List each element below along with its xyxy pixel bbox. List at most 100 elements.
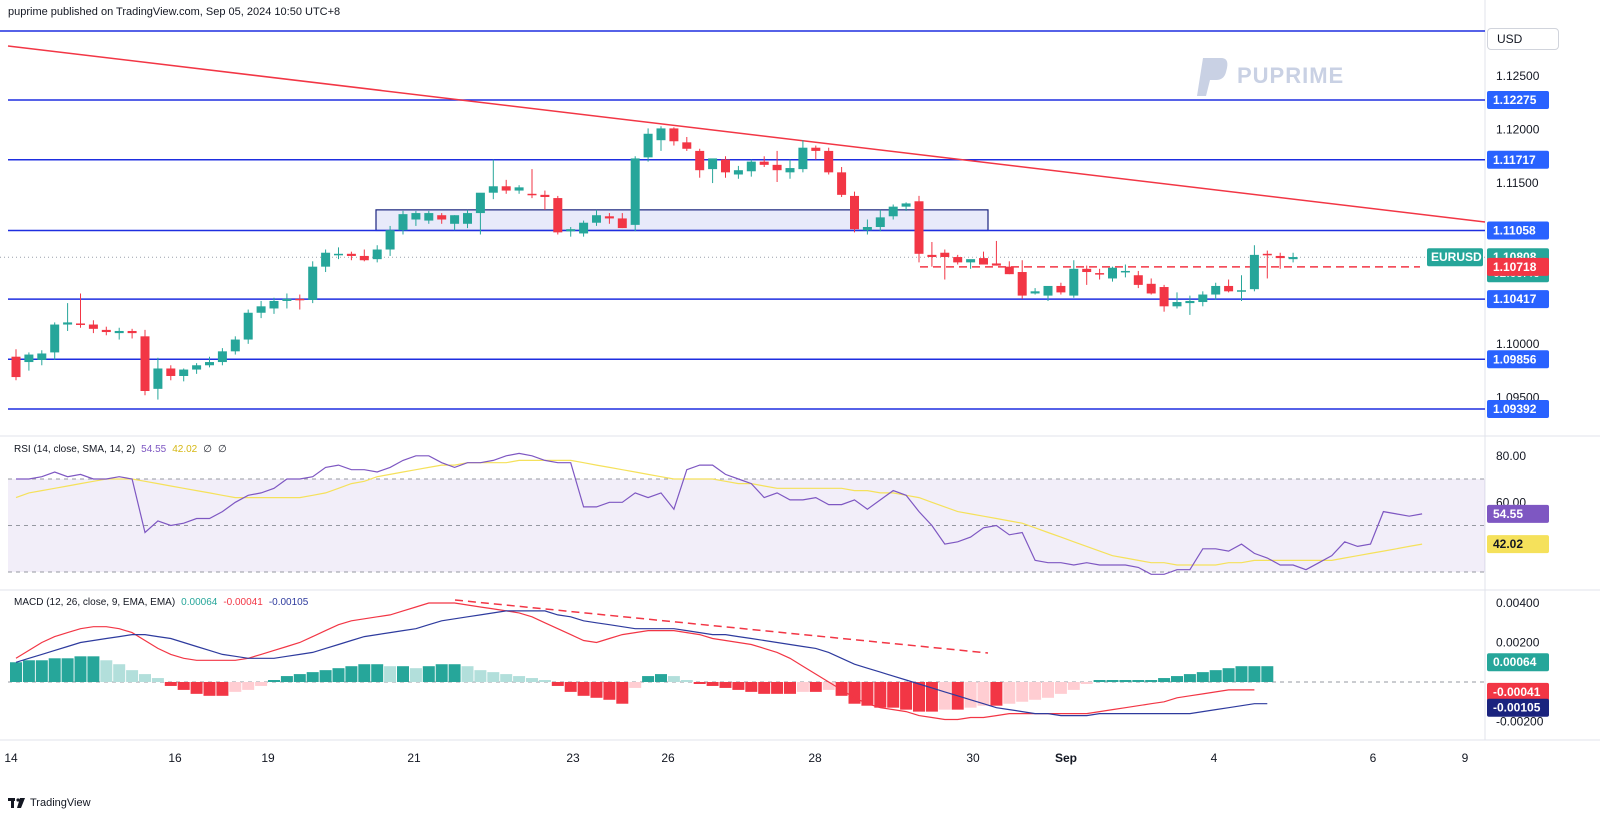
macd-histogram-bar <box>177 682 190 690</box>
currency-button[interactable]: USD <box>1487 28 1559 50</box>
macd-histogram-bar <box>874 682 887 708</box>
macd-histogram-bar <box>461 666 474 682</box>
macd-histogram-bar <box>1003 682 1016 704</box>
candle-body <box>514 187 524 191</box>
candle-body <box>217 351 227 363</box>
macd-histogram-bar <box>1158 678 1171 682</box>
candle-body <box>746 161 756 172</box>
candle-body <box>437 215 447 220</box>
macd-line-badge-bg <box>1487 698 1549 717</box>
macd-histogram-bar <box>100 660 113 682</box>
macd-histogram-bar <box>1016 682 1029 702</box>
level-badge: 1.10417 <box>1493 292 1537 306</box>
candle-body <box>450 215 460 224</box>
time-axis-tick: 28 <box>808 751 822 765</box>
macd-histogram-bar <box>487 672 500 682</box>
macd-histogram-bar <box>242 682 255 690</box>
level-badge: 1.09856 <box>1493 352 1537 366</box>
candle-body <box>1146 283 1156 294</box>
macd-histogram-bar <box>887 682 900 708</box>
macd-histogram-bar <box>1171 676 1183 682</box>
candle-body <box>1237 290 1246 292</box>
candle-body <box>1224 285 1234 292</box>
macd-histogram-bar <box>616 682 629 704</box>
candle-body <box>1043 285 1053 296</box>
time-axis-tick: 19 <box>261 751 275 765</box>
candle-body <box>1004 266 1014 275</box>
macd-histogram-bar <box>964 682 977 708</box>
macd-histogram-bar <box>900 682 913 710</box>
macd-histogram-bar <box>1106 680 1119 682</box>
symbol-badge-bg <box>1427 248 1483 267</box>
candle-body <box>243 312 253 340</box>
candle-body <box>411 213 421 220</box>
macd-histogram-bar <box>938 682 951 710</box>
candle-body <box>166 368 176 376</box>
candle-body <box>50 324 60 353</box>
candle-body <box>1262 253 1272 256</box>
macd-histogram-bar <box>74 656 87 682</box>
macd-histogram-bar <box>835 682 848 696</box>
macd-histogram-bar <box>732 682 745 690</box>
macd-histogram-bar <box>822 682 835 690</box>
descending-trend-line <box>7 45 1486 223</box>
macd-histogram-bar <box>229 682 242 692</box>
candle-body <box>1095 273 1105 275</box>
reference-price-badge: 1.10718 <box>1493 260 1537 274</box>
candle-body <box>953 257 963 263</box>
macd-histogram-bar <box>758 682 771 694</box>
macd-hist-legend-value: 0.00064 <box>181 597 218 608</box>
candle-body <box>114 330 124 334</box>
macd-histogram-bar <box>61 658 74 682</box>
macd-histogram-bar <box>1235 666 1248 682</box>
macd-histogram-bar <box>784 682 796 694</box>
macd-histogram-bar <box>190 682 203 694</box>
rsi-axis-tick: 80.00 <box>1496 449 1526 463</box>
macd-histogram-bar <box>771 682 784 694</box>
candle-body <box>733 170 743 175</box>
macd-line-legend-value: -0.00105 <box>268 597 309 608</box>
candle-body <box>875 217 885 228</box>
macd-histogram-bar <box>642 676 655 682</box>
macd-histogram-bar <box>384 666 397 682</box>
tradingview-logo-text: TradingView <box>30 797 91 809</box>
level-badge-bg <box>1487 400 1549 418</box>
candle-body <box>385 230 395 250</box>
macd-histogram-bar <box>1042 682 1054 698</box>
time-axis-tick: 26 <box>661 751 675 765</box>
macd-line-badge: -0.00105 <box>1493 701 1541 715</box>
candle-body <box>101 329 111 333</box>
macd-histogram-bar <box>809 682 822 692</box>
macd-line <box>15 610 1268 717</box>
macd-histogram-bar <box>977 682 990 706</box>
candle-body <box>656 128 666 141</box>
candle-body <box>1133 275 1143 285</box>
macd-signal-badge: -0.00041 <box>1493 685 1541 699</box>
candle-body <box>282 298 292 301</box>
macd-signal-line <box>15 602 1255 721</box>
candle-body <box>888 206 898 217</box>
macd-histogram-bar <box>590 682 603 698</box>
macd-histogram-bar <box>513 676 526 682</box>
candle-body <box>346 253 356 256</box>
macd-hist-badge: 0.00064 <box>1493 655 1537 669</box>
macd-histogram-bar <box>796 682 809 692</box>
rsi-value-badge-bg <box>1487 504 1549 523</box>
candle-body <box>553 198 563 233</box>
macd-histogram-bar <box>474 670 487 682</box>
time-axis-tick: 21 <box>407 751 421 765</box>
macd-histogram-bar <box>564 682 577 692</box>
rsi-legend-value: 54.55 <box>141 444 167 455</box>
reference-price-badge-bg <box>1487 257 1549 276</box>
candle-body <box>837 172 847 195</box>
macd-histogram-bar <box>151 678 164 682</box>
candle-body <box>862 227 872 231</box>
macd-histogram-bar <box>577 682 590 696</box>
candle-body <box>295 298 305 301</box>
candle-body <box>630 158 640 225</box>
candle-body <box>643 133 653 158</box>
candle-body <box>372 249 382 260</box>
candle-body <box>359 255 369 261</box>
macd-histogram-bar <box>1261 666 1274 682</box>
